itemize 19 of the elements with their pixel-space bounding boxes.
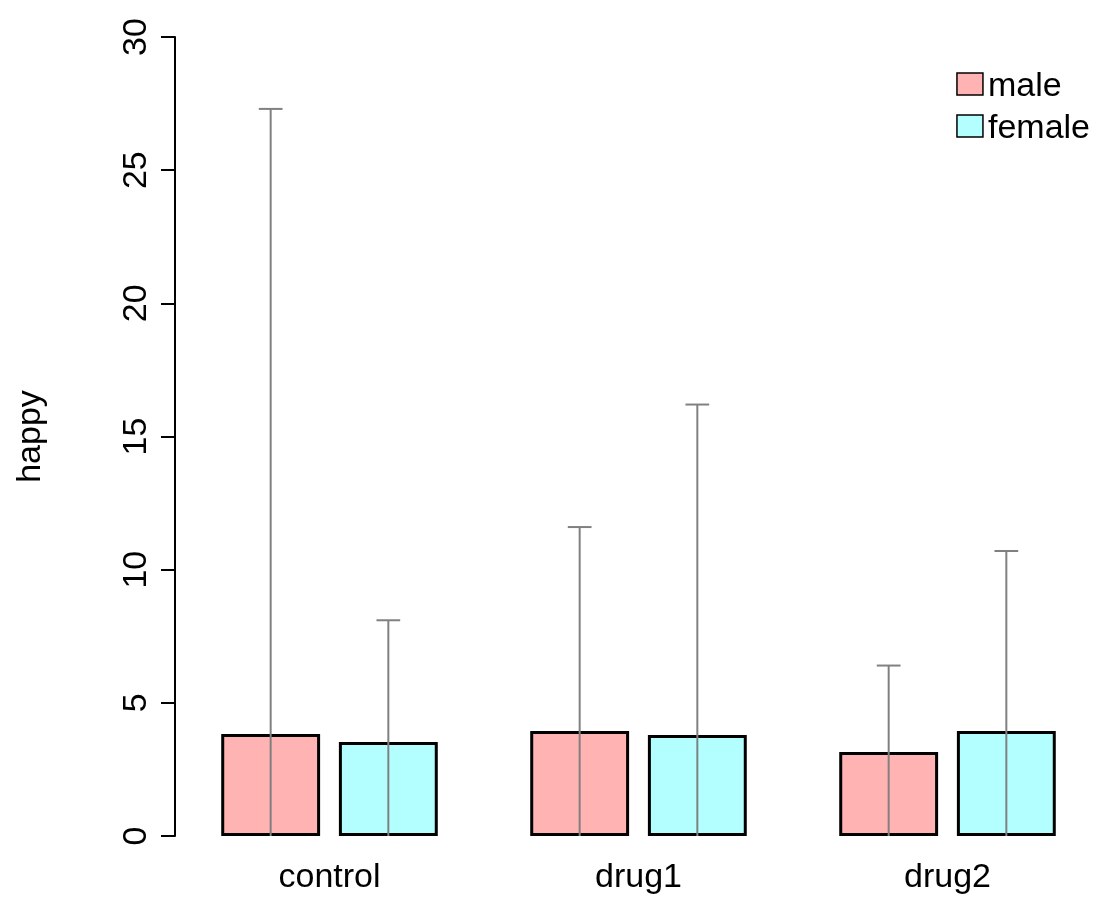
y-tick-label: 20 [115, 284, 153, 323]
x-tick-label: drug1 [595, 856, 682, 894]
y-tick-label: 30 [115, 18, 153, 56]
x-tick-label: drug2 [904, 856, 991, 894]
bar [221, 733, 321, 836]
y-tick-label: 10 [115, 550, 153, 589]
bar [647, 735, 747, 836]
y-tick-label: 25 [115, 151, 153, 190]
y-tick-label: 15 [115, 417, 153, 456]
legend-label: female [987, 107, 1091, 145]
y-tick-label: 5 [115, 693, 153, 713]
bar [530, 731, 630, 836]
y-tick-label: 0 [115, 826, 153, 846]
legend-label: male [987, 65, 1062, 103]
bar [956, 731, 1056, 836]
bar [839, 752, 939, 836]
x-tick-label: control [278, 856, 381, 894]
y-axis-title: happy [9, 390, 47, 483]
bar [338, 741, 438, 836]
